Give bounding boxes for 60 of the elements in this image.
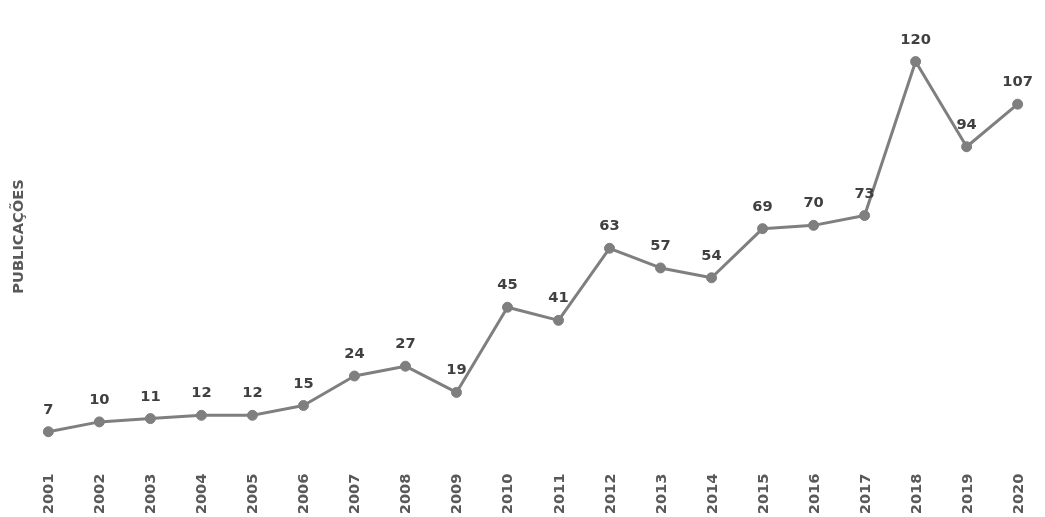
point — [42, 426, 54, 438]
x-tick-label: 2012 — [600, 473, 618, 515]
x-tick-label: 2001 — [39, 473, 57, 515]
point — [297, 400, 309, 411]
y-axis-title: PUBLICAÇÕES — [8, 179, 26, 294]
point — [246, 409, 258, 421]
data-label: 12 — [242, 383, 263, 401]
x-tick-label: 2020 — [1008, 473, 1026, 515]
data-label: 11 — [140, 386, 161, 404]
point — [1012, 98, 1024, 110]
x-tick-label: 2009 — [447, 473, 465, 515]
x-tick-label: 2010 — [498, 473, 516, 515]
data-label: 24 — [344, 344, 365, 362]
x-tick-label: 2006 — [294, 473, 312, 515]
data-label: 19 — [446, 360, 467, 378]
point — [93, 416, 105, 428]
x-tick-label: 2003 — [141, 473, 159, 515]
data-label: 12 — [191, 383, 212, 401]
data-label: 69 — [752, 196, 773, 214]
data-label: 41 — [548, 288, 569, 306]
point — [706, 272, 718, 284]
point — [399, 360, 411, 372]
x-tick-label: 2018 — [906, 473, 924, 515]
point — [604, 242, 616, 254]
x-tick-label: 2004 — [192, 473, 210, 515]
data-label: 63 — [599, 216, 620, 234]
x-tick-label: 2015 — [753, 473, 771, 515]
point — [961, 141, 973, 153]
point — [195, 409, 207, 421]
point — [348, 370, 360, 382]
x-tick-label: 2014 — [702, 473, 720, 515]
point — [450, 386, 462, 398]
data-label: 45 — [497, 275, 518, 293]
data-label: 57 — [650, 235, 671, 253]
data-label: 94 — [956, 114, 977, 132]
x-tick-label: 2007 — [345, 473, 363, 515]
point — [144, 413, 156, 425]
data-label: 7 — [43, 399, 54, 417]
data-label: 107 — [1002, 72, 1033, 90]
x-tick-label: 2008 — [396, 473, 414, 515]
x-tick-label: 2013 — [651, 473, 669, 515]
data-label: 15 — [293, 373, 314, 391]
point — [553, 314, 565, 326]
point — [910, 56, 922, 68]
x-tick-label: 2016 — [804, 473, 822, 515]
data-label: 10 — [89, 389, 110, 407]
data-label: 120 — [900, 29, 931, 47]
x-tick-label: 2011 — [549, 473, 567, 515]
x-tick-label: 2005 — [243, 473, 261, 515]
data-label: 70 — [803, 193, 824, 211]
x-tick-label: 2019 — [957, 473, 975, 515]
point — [501, 301, 513, 313]
point — [757, 223, 769, 235]
point — [655, 262, 667, 274]
data-label: 54 — [701, 245, 722, 263]
x-tick-label: 2017 — [855, 473, 873, 515]
data-label: 27 — [395, 334, 416, 352]
point — [808, 219, 820, 231]
point — [859, 210, 871, 222]
x-tick-label: 2002 — [90, 473, 108, 515]
